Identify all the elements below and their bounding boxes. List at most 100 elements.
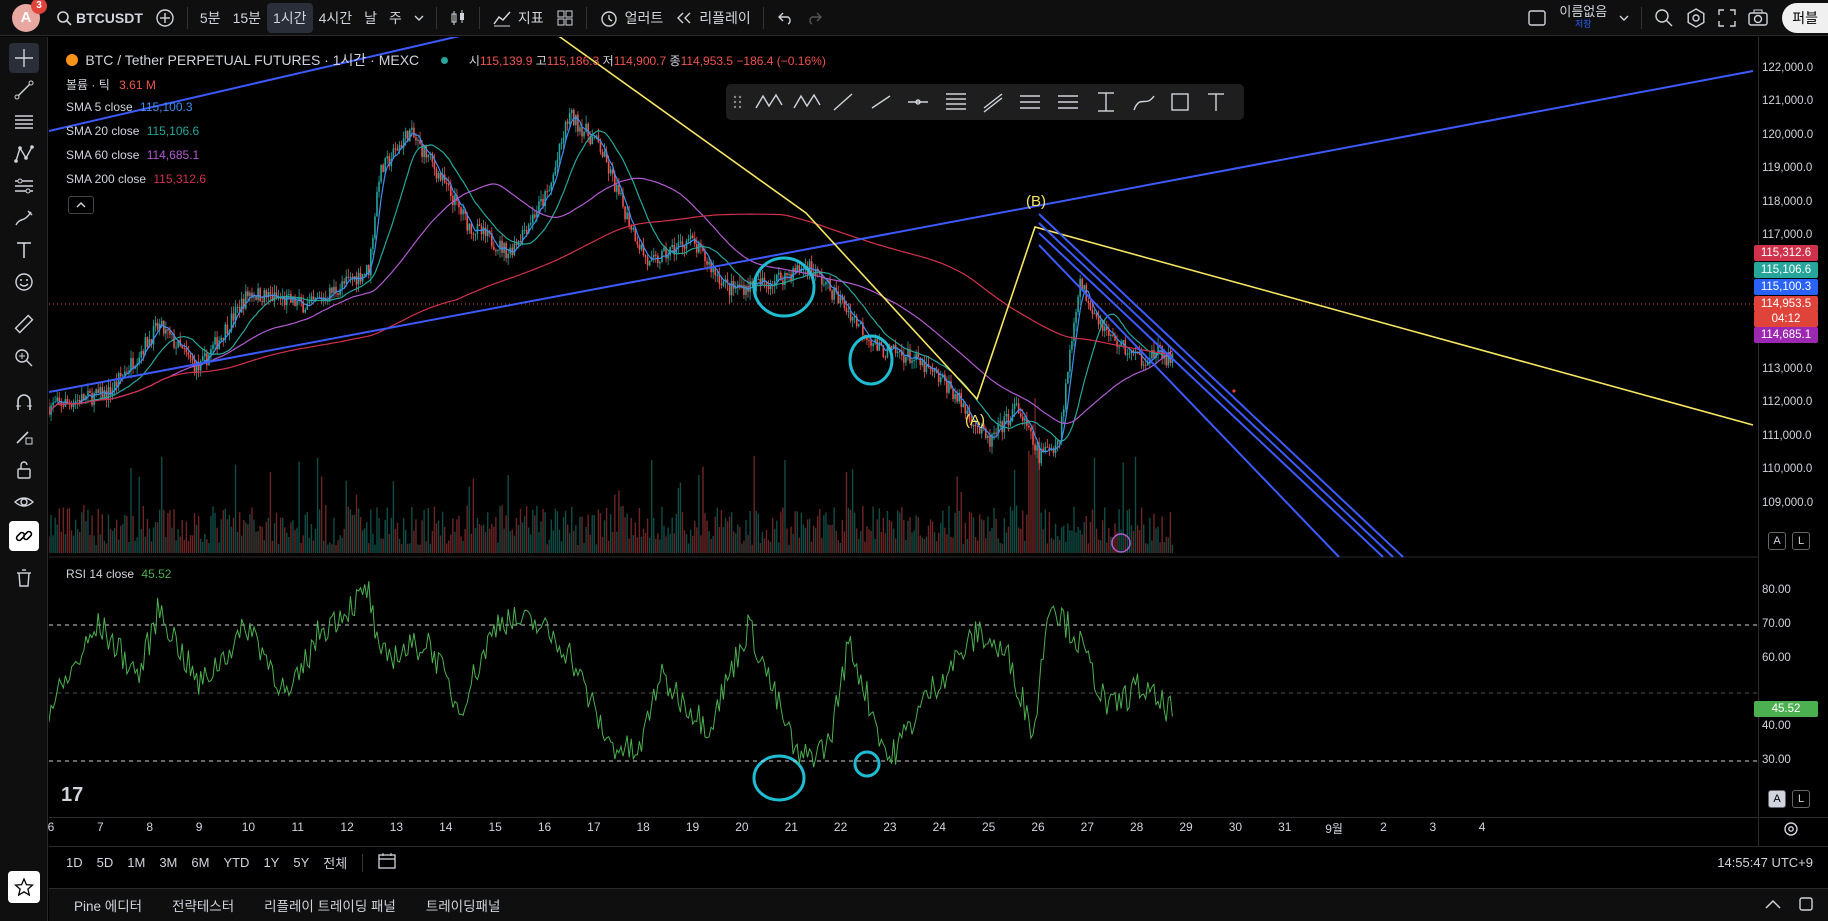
interval-dropdown[interactable] <box>408 3 430 33</box>
range-6m[interactable]: 6M <box>191 855 210 870</box>
alert-button[interactable]: 얼러트 <box>593 3 670 33</box>
rsi-legend[interactable]: RSI 14 close 45.52 <box>66 567 171 581</box>
candle-body <box>435 168 438 179</box>
volume-bar <box>282 517 284 553</box>
time-axis[interactable] <box>49 817 1828 846</box>
layout-menu-button[interactable] <box>1613 3 1635 33</box>
rsi-log-scale-button[interactable]: L <box>1792 790 1810 808</box>
range-1d[interactable]: 1D <box>66 855 83 870</box>
hide-drawings-tool[interactable] <box>9 487 39 517</box>
log-scale-button[interactable]: L <box>1792 532 1810 550</box>
snapshot-button[interactable] <box>1742 3 1774 33</box>
tab-pine-editor[interactable]: Pine 에디터 <box>74 899 143 914</box>
publish-button[interactable]: 퍼블 <box>1782 2 1828 33</box>
symbol-title[interactable]: BTC / Tether PERPETUAL FUTURES · 1시간 · M… <box>85 52 420 68</box>
volume-legend[interactable]: 볼륨 · 틱 3.61 M <box>66 76 156 93</box>
rsi-auto-scale-button[interactable]: A <box>1768 790 1786 808</box>
interval-1d[interactable]: 날 <box>364 9 377 26</box>
interval-4h[interactable]: 4시간 <box>318 9 353 26</box>
candle-body <box>800 269 803 272</box>
magnet-tool[interactable] <box>9 387 39 417</box>
tab-trading-panel[interactable]: 트레이딩패널 <box>425 899 501 914</box>
fib-tool[interactable] <box>9 107 39 137</box>
candle-body <box>513 243 516 256</box>
indicators-button[interactable]: 지표 <box>486 3 550 33</box>
remove-drawings-tool[interactable] <box>9 563 39 593</box>
interval-1w[interactable]: 주 <box>389 9 402 26</box>
volume-bar <box>111 530 114 553</box>
forecast-tool[interactable] <box>9 171 39 201</box>
candle-body <box>1069 349 1071 372</box>
watchlist-button[interactable] <box>8 871 40 903</box>
interval-5m[interactable]: 5분 <box>199 9 221 26</box>
range-5d[interactable]: 5D <box>96 855 114 870</box>
layout-checkbox[interactable] <box>1521 3 1553 33</box>
sma200-legend[interactable]: SMA 200 close 115,312.6 <box>66 172 206 186</box>
volume-bar <box>646 518 649 553</box>
candle-body <box>447 183 450 186</box>
volume-bar <box>320 476 323 553</box>
layout-name-button[interactable]: 이름없음 저장 <box>1553 3 1613 33</box>
range-ytd[interactable]: YTD <box>223 855 250 870</box>
candle-body <box>546 191 548 193</box>
candle-body <box>616 184 618 192</box>
brush-tool[interactable] <box>9 203 39 233</box>
alerts-lightning-icon[interactable] <box>1111 533 1131 553</box>
chart-settings-button[interactable] <box>1782 820 1800 841</box>
chart-canvas[interactable]: (A) (B) 17 <box>49 37 1758 860</box>
candle-body <box>751 281 753 284</box>
fullscreen-button[interactable] <box>1712 3 1742 33</box>
candle-body <box>402 138 405 148</box>
interval-1h[interactable]: 1시간 <box>267 2 313 33</box>
compare-symbol-button[interactable] <box>149 3 181 33</box>
fib-retracement-icon <box>15 115 33 129</box>
auto-scale-button[interactable]: A <box>1768 532 1786 550</box>
range-all[interactable]: 전체 <box>323 856 348 871</box>
symbol-search[interactable]: BTCUSDT <box>50 3 149 33</box>
quick-search-button[interactable] <box>1648 3 1680 33</box>
user-avatar[interactable]: A 3 <box>12 0 47 32</box>
redo-button[interactable] <box>800 3 830 33</box>
tab-strategy-tester[interactable]: 전략테스터 <box>172 899 235 914</box>
range-3m[interactable]: 3M <box>159 855 178 870</box>
maximize-panel-button[interactable] <box>1792 896 1828 915</box>
range-5y[interactable]: 5Y <box>293 855 310 870</box>
chart-type-button[interactable] <box>443 3 473 33</box>
sma60-legend[interactable]: SMA 60 close 114,685.1 <box>66 148 199 162</box>
pattern-tool[interactable] <box>9 139 39 169</box>
trendline-tool[interactable] <box>9 75 39 105</box>
zoom-tool[interactable] <box>9 343 39 373</box>
undo-button[interactable] <box>770 3 800 33</box>
range-1m[interactable]: 1M <box>127 855 146 870</box>
sma60-label: SMA 60 close <box>66 148 140 162</box>
sync-drawings-tool[interactable] <box>9 521 39 551</box>
collapse-legend-button[interactable] <box>68 196 94 214</box>
chevron-up-icon <box>76 202 86 208</box>
sma20-legend[interactable]: SMA 20 close 115,106.6 <box>66 124 199 138</box>
candle-body <box>798 265 801 272</box>
candle-body <box>681 241 684 247</box>
emoji-tool[interactable] <box>9 267 39 297</box>
goto-date-button[interactable] <box>371 852 403 873</box>
settings-button[interactable] <box>1680 3 1712 33</box>
crosshair-tool[interactable] <box>9 43 39 73</box>
tab-replay-trading[interactable]: 리플레이 트레이딩 패널 <box>264 899 396 914</box>
clock[interactable]: 14:55:47 UTC+9 <box>1717 855 1813 870</box>
volume-bar <box>1169 512 1172 553</box>
interval-15m[interactable]: 15분 <box>232 9 262 26</box>
volume-bar <box>81 512 83 553</box>
volume-bar <box>540 521 542 553</box>
trendline-upper-channel <box>49 37 460 132</box>
replay-button[interactable]: 리플레이 <box>669 3 757 33</box>
lock-drawings-tool[interactable] <box>9 455 39 485</box>
price-axis[interactable] <box>1758 37 1828 860</box>
candle-body <box>536 212 538 218</box>
sma5-legend[interactable]: SMA 5 close 115,100.3 <box>66 100 193 114</box>
layouts-button[interactable] <box>550 3 580 33</box>
text-tool[interactable] <box>9 235 39 265</box>
stay-drawing-tool[interactable] <box>9 421 39 451</box>
range-1y[interactable]: 1Y <box>263 855 280 870</box>
ruler-tool[interactable] <box>9 309 39 339</box>
volume-bar <box>878 508 880 553</box>
expand-panel-button[interactable] <box>1754 898 1792 913</box>
